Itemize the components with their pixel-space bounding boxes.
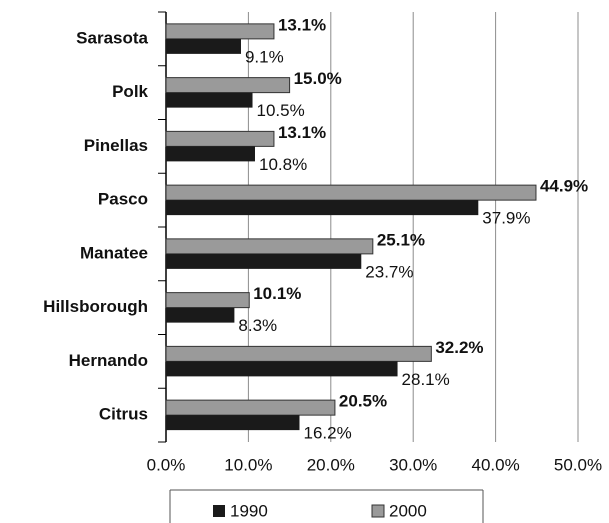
legend-label: 2000 bbox=[389, 501, 427, 520]
legend-swatch bbox=[371, 504, 385, 518]
value-label: 44.9% bbox=[540, 177, 588, 196]
value-label: 32.2% bbox=[435, 338, 483, 357]
bar bbox=[166, 415, 300, 431]
bar bbox=[165, 184, 537, 201]
value-label: 10.1% bbox=[253, 284, 301, 303]
legend-label: 1990 bbox=[230, 501, 268, 520]
x-tick-label: 0.0% bbox=[147, 455, 186, 474]
bar bbox=[165, 345, 432, 362]
value-label: 28.1% bbox=[402, 370, 450, 389]
bar bbox=[165, 238, 374, 255]
bar bbox=[166, 361, 398, 377]
bar bbox=[165, 130, 275, 147]
bar bbox=[165, 23, 275, 40]
value-label: 20.5% bbox=[339, 392, 387, 411]
bar bbox=[165, 399, 336, 416]
value-label: 10.8% bbox=[259, 155, 307, 174]
legend-swatch bbox=[213, 505, 225, 517]
x-tick-label: 30.0% bbox=[389, 455, 437, 474]
bar bbox=[166, 92, 253, 108]
y-tick-label: Citrus bbox=[99, 405, 148, 424]
bar bbox=[165, 292, 250, 309]
x-tick-label: 40.0% bbox=[471, 455, 519, 474]
y-tick-label: Manatee bbox=[80, 243, 148, 262]
y-tick-label: Pasco bbox=[98, 190, 148, 209]
y-tick-label: Polk bbox=[112, 82, 148, 101]
value-label: 15.0% bbox=[294, 69, 342, 88]
y-tick-label: Hillsborough bbox=[43, 297, 148, 316]
bar bbox=[166, 38, 241, 54]
y-tick-label: Sarasota bbox=[76, 28, 148, 47]
bar bbox=[166, 253, 362, 269]
x-tick-label: 10.0% bbox=[224, 455, 272, 474]
x-tick-label: 50.0% bbox=[554, 455, 602, 474]
value-label: 9.1% bbox=[245, 47, 284, 66]
x-tick-label: 20.0% bbox=[307, 455, 355, 474]
bar bbox=[166, 200, 479, 216]
value-label: 10.5% bbox=[257, 101, 305, 120]
bar bbox=[166, 307, 235, 323]
value-label: 23.7% bbox=[365, 262, 413, 281]
value-label: 37.9% bbox=[482, 209, 530, 228]
value-label: 8.3% bbox=[238, 316, 277, 335]
value-label: 16.2% bbox=[303, 424, 351, 443]
value-label: 13.1% bbox=[278, 15, 326, 34]
value-label: 25.1% bbox=[377, 230, 425, 249]
y-tick-label: Hernando bbox=[69, 351, 148, 370]
value-label: 13.1% bbox=[278, 123, 326, 142]
bar bbox=[165, 77, 291, 94]
y-tick-label: Pinellas bbox=[84, 136, 148, 155]
bar bbox=[166, 146, 255, 162]
